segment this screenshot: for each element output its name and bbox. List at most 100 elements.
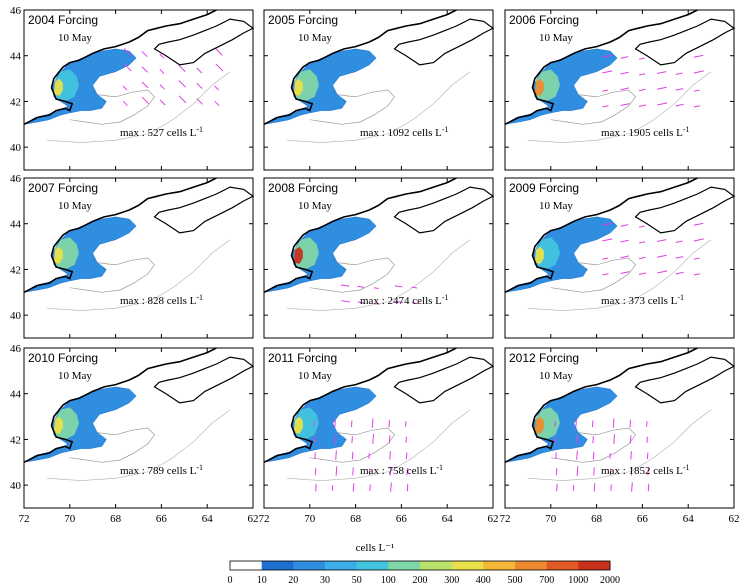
panel-title: 2007 Forcing <box>28 181 98 195</box>
panel: 2012 Forcing 10 May max : 1852 cells L-1 72… <box>500 347 740 525</box>
current-arrow <box>352 483 355 492</box>
panel-max-label: max : 527 cells L-1 <box>120 125 203 140</box>
bloom-core <box>293 78 303 96</box>
current-arrow <box>334 434 337 444</box>
max-unit-sup: -1 <box>436 463 443 472</box>
coastline <box>263 177 457 294</box>
current-arrow <box>159 53 165 59</box>
panel-date: 10 May <box>298 200 332 212</box>
current-arrow <box>334 419 336 428</box>
colorbar-tick-label: 700 <box>539 575 554 586</box>
panel-date: 10 May <box>58 200 92 212</box>
panel-max-label: max : 1905 cells L-1 <box>601 125 690 140</box>
colorbar-swatch <box>230 561 263 570</box>
current-arrow <box>675 103 684 107</box>
current-arrow <box>630 466 633 476</box>
current-arrow <box>335 466 338 477</box>
shelf-contour <box>46 239 231 311</box>
max-unit-sup: -1 <box>196 293 203 302</box>
current-arrow <box>159 84 165 90</box>
current-arrow <box>141 81 149 89</box>
panel-title: 2011 Forcing <box>268 351 337 365</box>
panel: 2011 Forcing 10 May max : 758 cells L-1 72 7… <box>259 347 499 525</box>
current-arrow <box>122 85 128 91</box>
panel-title: 2005 Forcing <box>268 13 338 27</box>
current-arrow <box>657 102 668 106</box>
shelf-contour <box>286 239 471 311</box>
bloom-outer <box>263 216 377 293</box>
panel-max-label: max : 828 cells L-1 <box>120 293 203 308</box>
panel: 2004 Forcing 10 May max : 527 cells L-1 40 4… <box>10 5 255 171</box>
current-arrow <box>657 254 667 258</box>
current-arrow <box>675 72 683 75</box>
bloom-outer <box>504 386 618 463</box>
current-arrow <box>159 99 166 106</box>
current-arrow <box>620 239 629 243</box>
x-tick-label: 62 <box>729 513 740 525</box>
current-arrow <box>602 54 612 58</box>
panel: 2006 Forcing 10 May max : 1905 cells L-1 <box>504 9 736 171</box>
panel-date: 10 May <box>58 32 92 44</box>
panel: 2007 Forcing 10 May max : 828 cells L-1 40 4… <box>10 173 255 339</box>
nova-scotia <box>393 356 495 404</box>
y-tick-label: 42 <box>10 264 21 276</box>
current-arrow <box>576 466 579 477</box>
nova-scotia <box>634 186 736 234</box>
colorbar-swatch <box>420 561 453 570</box>
current-arrow <box>388 435 391 444</box>
nova-scotia <box>634 18 736 66</box>
current-arrow <box>602 70 613 74</box>
bloom-core <box>53 78 63 96</box>
colorbar-tick-label: 300 <box>444 575 459 586</box>
current-arrow <box>630 451 632 460</box>
current-arrow <box>631 482 633 492</box>
nova-scotia <box>393 18 495 66</box>
x-tick-label: 70 <box>304 513 316 525</box>
current-arrow <box>638 73 646 76</box>
bloom-outer <box>504 48 618 125</box>
current-arrow <box>638 225 645 228</box>
current-arrow <box>314 468 317 476</box>
current-arrow <box>657 270 668 274</box>
x-tick-label: 66 <box>637 513 649 525</box>
nova-scotia <box>153 356 255 404</box>
panel-date: 10 May <box>298 370 332 382</box>
current-arrow <box>629 435 632 444</box>
current-arrow <box>646 452 649 460</box>
current-arrow <box>406 483 409 492</box>
current-arrow <box>390 482 392 492</box>
colorbar-frame <box>229 560 611 571</box>
y-tick-label: 40 <box>10 480 22 492</box>
x-tick-label: 62 <box>488 513 499 525</box>
colorbar-tick-label: 0 <box>228 575 233 586</box>
colorbar-swatch <box>388 561 421 570</box>
current-arrow <box>123 48 132 56</box>
bloom-outer <box>263 386 377 463</box>
y-tick-label: 46 <box>10 5 22 17</box>
y-tick-label: 42 <box>10 96 21 108</box>
current-arrow <box>406 468 408 476</box>
x-tick-label: 72 <box>259 513 270 525</box>
current-arrow <box>122 100 128 107</box>
panel: 2008 Forcing 10 May max : 2474 cells L-1 <box>263 177 495 339</box>
current-arrow <box>178 64 186 72</box>
panel-max-label: max : 758 cells L-1 <box>360 463 443 478</box>
x-tick-label: 64 <box>202 513 214 525</box>
max-unit-sup: -1 <box>196 125 203 134</box>
max-value: max : 373 cells L <box>601 295 678 307</box>
current-arrow <box>675 88 684 91</box>
panel-max-label: max : 2474 cells L-1 <box>360 293 449 308</box>
shelf-contour <box>527 71 712 143</box>
current-arrow <box>196 67 203 74</box>
current-arrow <box>357 285 364 288</box>
current-arrow <box>620 87 630 91</box>
current-arrow <box>335 450 337 460</box>
current-arrow <box>612 418 615 428</box>
current-arrow <box>373 287 379 289</box>
shelf-contour <box>46 409 231 481</box>
current-arrow <box>620 71 629 75</box>
current-arrow <box>638 57 645 60</box>
colorbar-tick-label: 50 <box>352 575 362 586</box>
shelf-contour <box>46 71 231 143</box>
